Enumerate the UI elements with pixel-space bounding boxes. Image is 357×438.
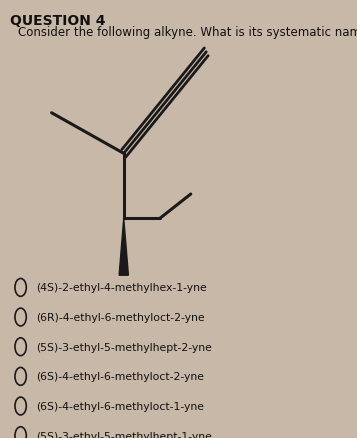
Text: QUESTION 4: QUESTION 4 — [10, 14, 106, 28]
Text: (6S)-4-ethyl-6-methyloct-2-yne: (6S)-4-ethyl-6-methyloct-2-yne — [36, 371, 204, 381]
Text: (6S)-4-ethyl-6-methyloct-1-yne: (6S)-4-ethyl-6-methyloct-1-yne — [36, 401, 204, 411]
Text: Consider the following alkyne. What is its systematic name?: Consider the following alkyne. What is i… — [18, 26, 357, 39]
Text: (6R)-4-ethyl-6-methyloct-2-yne: (6R)-4-ethyl-6-methyloct-2-yne — [36, 312, 205, 322]
Text: (5S)-3-ethyl-5-methylhept-1-yne: (5S)-3-ethyl-5-methylhept-1-yne — [36, 431, 212, 438]
Polygon shape — [119, 219, 129, 276]
Text: (5S)-3-ethyl-5-methylhept-2-yne: (5S)-3-ethyl-5-methylhept-2-yne — [36, 342, 212, 352]
Text: (4S)-2-ethyl-4-methylhex-1-yne: (4S)-2-ethyl-4-methylhex-1-yne — [36, 283, 207, 293]
